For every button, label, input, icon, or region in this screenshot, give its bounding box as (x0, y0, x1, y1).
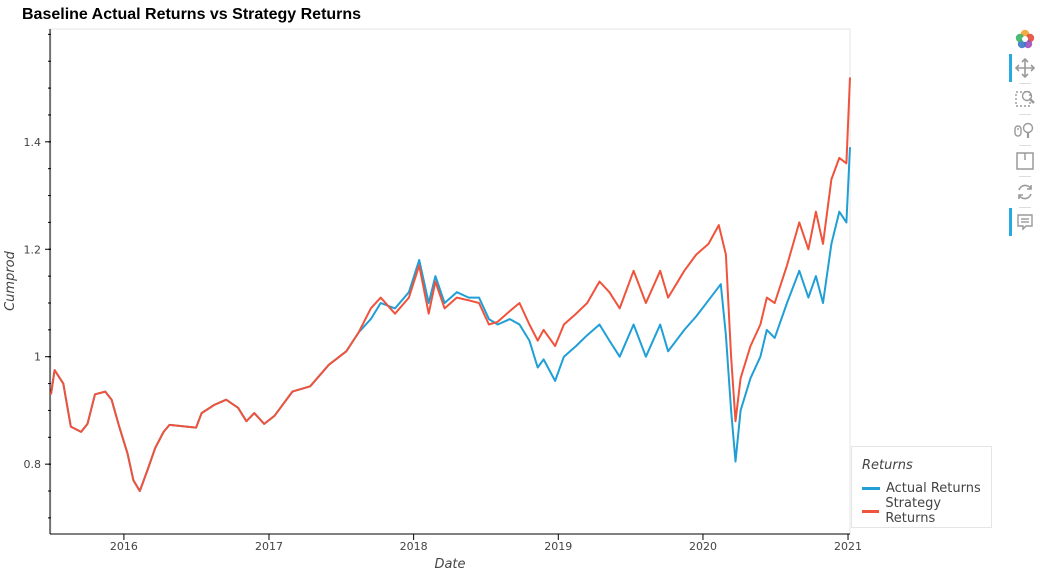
legend-label-actual-returns: Actual Returns (886, 480, 981, 496)
x-tick-label: 2016 (110, 540, 138, 553)
y-tick-label: 0.8 (24, 458, 42, 471)
toolbar-separator (1019, 176, 1031, 177)
reset-icon[interactable] (1012, 179, 1038, 205)
plot-frame (50, 28, 851, 535)
x-tick-label: 2020 (689, 540, 717, 553)
legend-swatch-strategy-returns (862, 509, 880, 513)
hover-tool-active-indicator (1009, 208, 1012, 236)
x-tick-label: 2019 (544, 540, 572, 553)
hover-icon[interactable] (1012, 209, 1038, 235)
series-lines (50, 77, 851, 492)
x-axis-title: Date (434, 557, 465, 570)
toolbar-separator (1019, 114, 1031, 115)
pan-icon[interactable] (1012, 55, 1038, 81)
x-tick-label: 2018 (400, 540, 428, 553)
toolbar-separator (1019, 145, 1031, 146)
y-tick-label: 1.4 (24, 136, 42, 149)
legend-item-actual-returns[interactable]: Actual Returns (862, 479, 981, 497)
legend-title: Returns (862, 458, 913, 473)
bokeh-logo-icon[interactable] (1012, 26, 1038, 52)
x-tick-label: 2021 (834, 540, 862, 553)
chart-title: Baseline Actual Returns vs Strategy Retu… (22, 6, 362, 23)
y-axis-title: Cumprod (3, 250, 18, 311)
x-axis-ticks: 2016 2017 2018 2019 2020 2021 (110, 534, 862, 553)
save-icon[interactable] (1012, 148, 1038, 174)
x-tick-label: 2017 (255, 540, 283, 553)
pan-tool-active-indicator (1009, 54, 1012, 82)
y-tick-label: 1 (34, 351, 41, 364)
toolbar-separator (1019, 207, 1031, 208)
wheel-zoom-icon[interactable] (1012, 117, 1038, 143)
toolbar-separator (1019, 83, 1031, 84)
legend-swatch-actual-returns (862, 486, 880, 490)
legend: Returns Actual Returns Strategy Returns (851, 446, 992, 528)
box-zoom-icon[interactable] (1012, 86, 1038, 112)
series-line-strategy-returns (50, 77, 851, 492)
legend-label-strategy-returns: Strategy Returns (885, 496, 942, 526)
y-tick-label: 1.2 (24, 243, 42, 256)
legend-item-strategy-returns[interactable]: Strategy Returns (862, 496, 991, 526)
y-axis-ticks: 0.8 1 1.2 1.4 (24, 33, 51, 519)
